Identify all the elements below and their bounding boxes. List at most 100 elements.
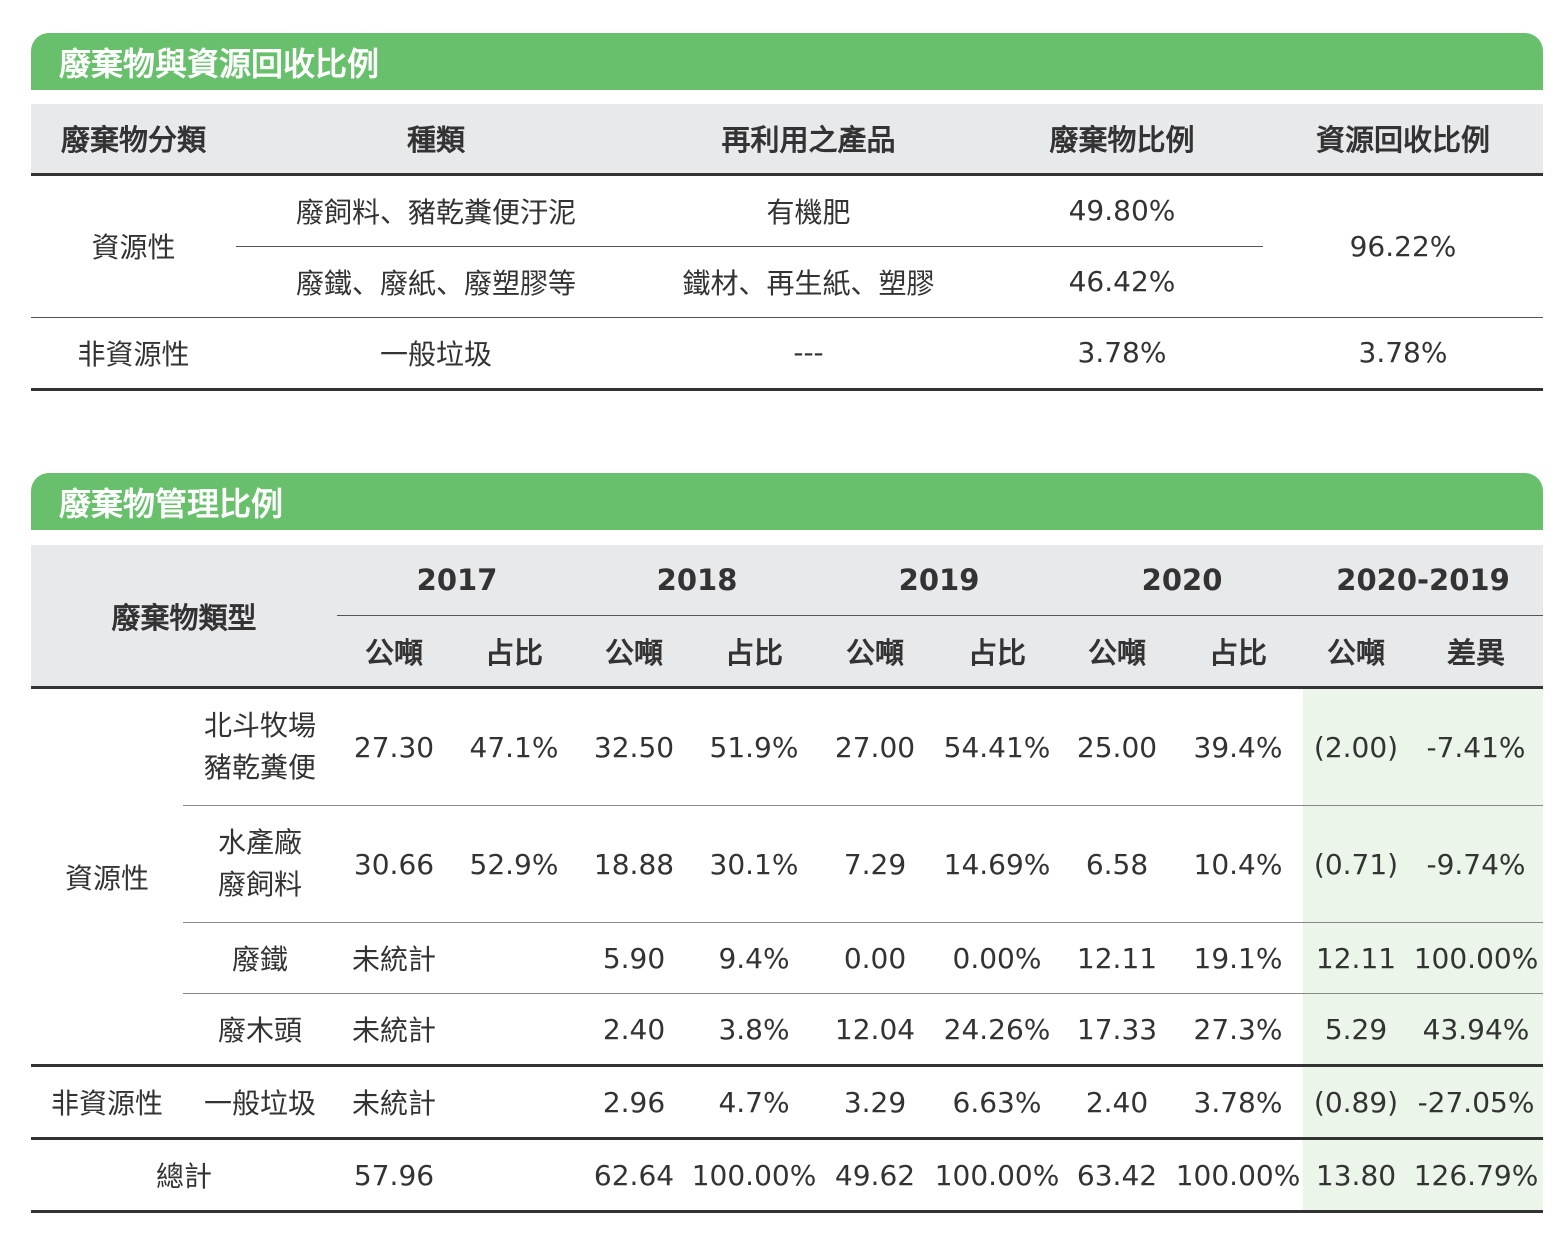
value-cell: 4.7% — [691, 1065, 818, 1140]
product-cell: 有機肥 — [636, 174, 981, 247]
value-cell: 6.63% — [933, 1065, 1062, 1140]
value-cell — [451, 993, 578, 1067]
header-waste-type: 廢棄物類型 — [31, 545, 338, 689]
value-cell: 10.4% — [1173, 805, 1304, 923]
subheader-ton: 公噸 — [1303, 615, 1410, 689]
value-cell: 39.4% — [1173, 687, 1304, 806]
ratio-cell: 49.80% — [981, 174, 1263, 247]
diff-value-cell: 43.94% — [1409, 993, 1544, 1067]
subheader-share: 占比 — [451, 615, 578, 689]
value-cell: 19.1% — [1173, 922, 1304, 994]
value-cell: 27.00 — [817, 687, 934, 806]
diff-value-cell: 13.80 — [1303, 1138, 1410, 1213]
recycle-cell: 3.78% — [1263, 317, 1543, 391]
row-name-cell: 水產廠 廢飼料 — [183, 805, 338, 923]
value-cell: 3.8% — [691, 993, 818, 1067]
value-cell: 25.00 — [1061, 687, 1174, 806]
diff-value-cell: 100.00% — [1409, 922, 1544, 994]
value-cell: 未統計 — [337, 922, 452, 994]
subheader-ton: 公噸 — [577, 615, 692, 689]
subheader-diff: 差異 — [1409, 615, 1544, 689]
value-cell: 62.64 — [577, 1138, 692, 1213]
section-title-recycling: 廢棄物與資源回收比例 — [31, 33, 1543, 90]
value-cell: 54.41% — [933, 687, 1062, 806]
value-cell: 17.33 — [1061, 993, 1174, 1067]
table-header-row: 廢棄物分類 種類 再利用之產品 廢棄物比例 資源回收比例 — [31, 104, 1543, 176]
row-name-cell: 北斗牧場 豬乾糞便 — [183, 687, 338, 806]
value-cell: 14.69% — [933, 805, 1062, 923]
value-cell: 47.1% — [451, 687, 578, 806]
value-cell: 9.4% — [691, 922, 818, 994]
product-cell: 鐵材、再生紙、塑膠 — [636, 246, 981, 318]
header-year-2019: 2019 — [817, 545, 1062, 616]
value-cell: 52.9% — [451, 805, 578, 923]
table-row: 非資源性 一般垃圾 未統計 2.96 4.7% 3.29 6.63% 2.40 … — [31, 1065, 1544, 1140]
value-cell: 2.40 — [577, 993, 692, 1067]
table-header-row: 廢棄物類型 2017 2018 2019 2020 2020-2019 — [31, 545, 1544, 689]
row-name-cell: 廢木頭 — [183, 993, 338, 1067]
header-year-2018: 2018 — [577, 545, 818, 616]
value-cell: 7.29 — [817, 805, 934, 923]
subheader-ton: 公噸 — [817, 615, 934, 689]
group-nonresource-cell: 非資源性 — [31, 1065, 183, 1140]
value-cell: 未統計 — [337, 993, 452, 1067]
product-cell: --- — [636, 317, 981, 391]
diff-value-cell: 12.11 — [1303, 922, 1410, 994]
table-row: 廢木頭 未統計 2.40 3.8% 12.04 24.26% 17.33 27.… — [31, 993, 1544, 1067]
value-cell: 57.96 — [337, 1138, 452, 1213]
value-cell: 63.42 — [1061, 1138, 1174, 1213]
value-cell: 6.58 — [1061, 805, 1174, 923]
group-resource-cell: 資源性 — [31, 687, 183, 1067]
table-subheader-row: 公噸 占比 公噸 占比 公噸 占比 公噸 占比 公噸 差異 — [31, 615, 1544, 689]
value-cell: 12.11 — [1061, 922, 1174, 994]
value-cell: 18.88 — [577, 805, 692, 923]
row-name-cell: 一般垃圾 — [183, 1065, 338, 1140]
total-row: 總計 57.96 62.64 100.00% 49.62 100.00% 63.… — [31, 1138, 1544, 1213]
value-cell: 51.9% — [691, 687, 818, 806]
header-year-2020: 2020 — [1061, 545, 1304, 616]
diff-value-cell: -9.74% — [1409, 805, 1544, 923]
diff-value-cell: -27.05% — [1409, 1065, 1544, 1140]
header-year-2017: 2017 — [337, 545, 578, 616]
value-cell: 32.50 — [577, 687, 692, 806]
header-product: 再利用之產品 — [636, 104, 981, 176]
value-cell: 3.29 — [817, 1065, 934, 1140]
value-cell: 49.62 — [817, 1138, 934, 1213]
value-cell: 5.90 — [577, 922, 692, 994]
value-cell: 12.04 — [817, 993, 934, 1067]
value-cell — [451, 1065, 578, 1140]
subheader-share: 占比 — [933, 615, 1062, 689]
recycling-ratio-table: 廢棄物分類 種類 再利用之產品 廢棄物比例 資源回收比例 資源性 廢飼料、豬乾糞… — [31, 104, 1543, 391]
diff-value-cell: (0.71) — [1303, 805, 1410, 923]
table-row: 非資源性 一般垃圾 --- 3.78% 3.78% — [31, 317, 1543, 391]
value-cell: 30.1% — [691, 805, 818, 923]
ratio-cell: 3.78% — [981, 317, 1263, 391]
total-label-cell: 總計 — [31, 1138, 338, 1213]
table-row: 資源性 廢飼料、豬乾糞便汙泥 有機肥 49.80% 96.22% — [31, 174, 1543, 318]
section-title-text: 廢棄物與資源回收比例 — [59, 45, 380, 83]
diff-value-cell: -7.41% — [1409, 687, 1544, 806]
header-category: 廢棄物分類 — [31, 104, 236, 176]
table-row: 廢鐵 未統計 5.90 9.4% 0.00 0.00% 12.11 19.1% … — [31, 922, 1544, 994]
diff-value-cell: 126.79% — [1409, 1138, 1544, 1213]
value-cell: 3.78% — [1173, 1065, 1304, 1140]
value-cell: 0.00 — [817, 922, 934, 994]
value-cell: 24.26% — [933, 993, 1062, 1067]
category-cell: 資源性 — [31, 174, 236, 318]
value-cell: 2.40 — [1061, 1065, 1174, 1140]
row-name-cell: 廢鐵 — [183, 922, 338, 994]
header-recycle-ratio: 資源回收比例 — [1263, 104, 1543, 176]
recycle-cell: 96.22% — [1263, 174, 1543, 318]
ratio-cell: 46.42% — [981, 246, 1263, 318]
diff-value-cell: 5.29 — [1303, 993, 1410, 1067]
value-cell: 100.00% — [1173, 1138, 1304, 1213]
value-cell: 100.00% — [691, 1138, 818, 1213]
type-cell: 廢飼料、豬乾糞便汙泥 — [236, 174, 636, 247]
waste-management-table: 廢棄物類型 2017 2018 2019 2020 2020-2019 公噸 占… — [31, 545, 1544, 1213]
value-cell: 100.00% — [933, 1138, 1062, 1213]
diff-value-cell: (0.89) — [1303, 1065, 1410, 1140]
type-cell: 廢鐵、廢紙、廢塑膠等 — [236, 246, 636, 318]
value-cell — [451, 1138, 578, 1213]
value-cell: 27.30 — [337, 687, 452, 806]
value-cell: 未統計 — [337, 1065, 452, 1140]
